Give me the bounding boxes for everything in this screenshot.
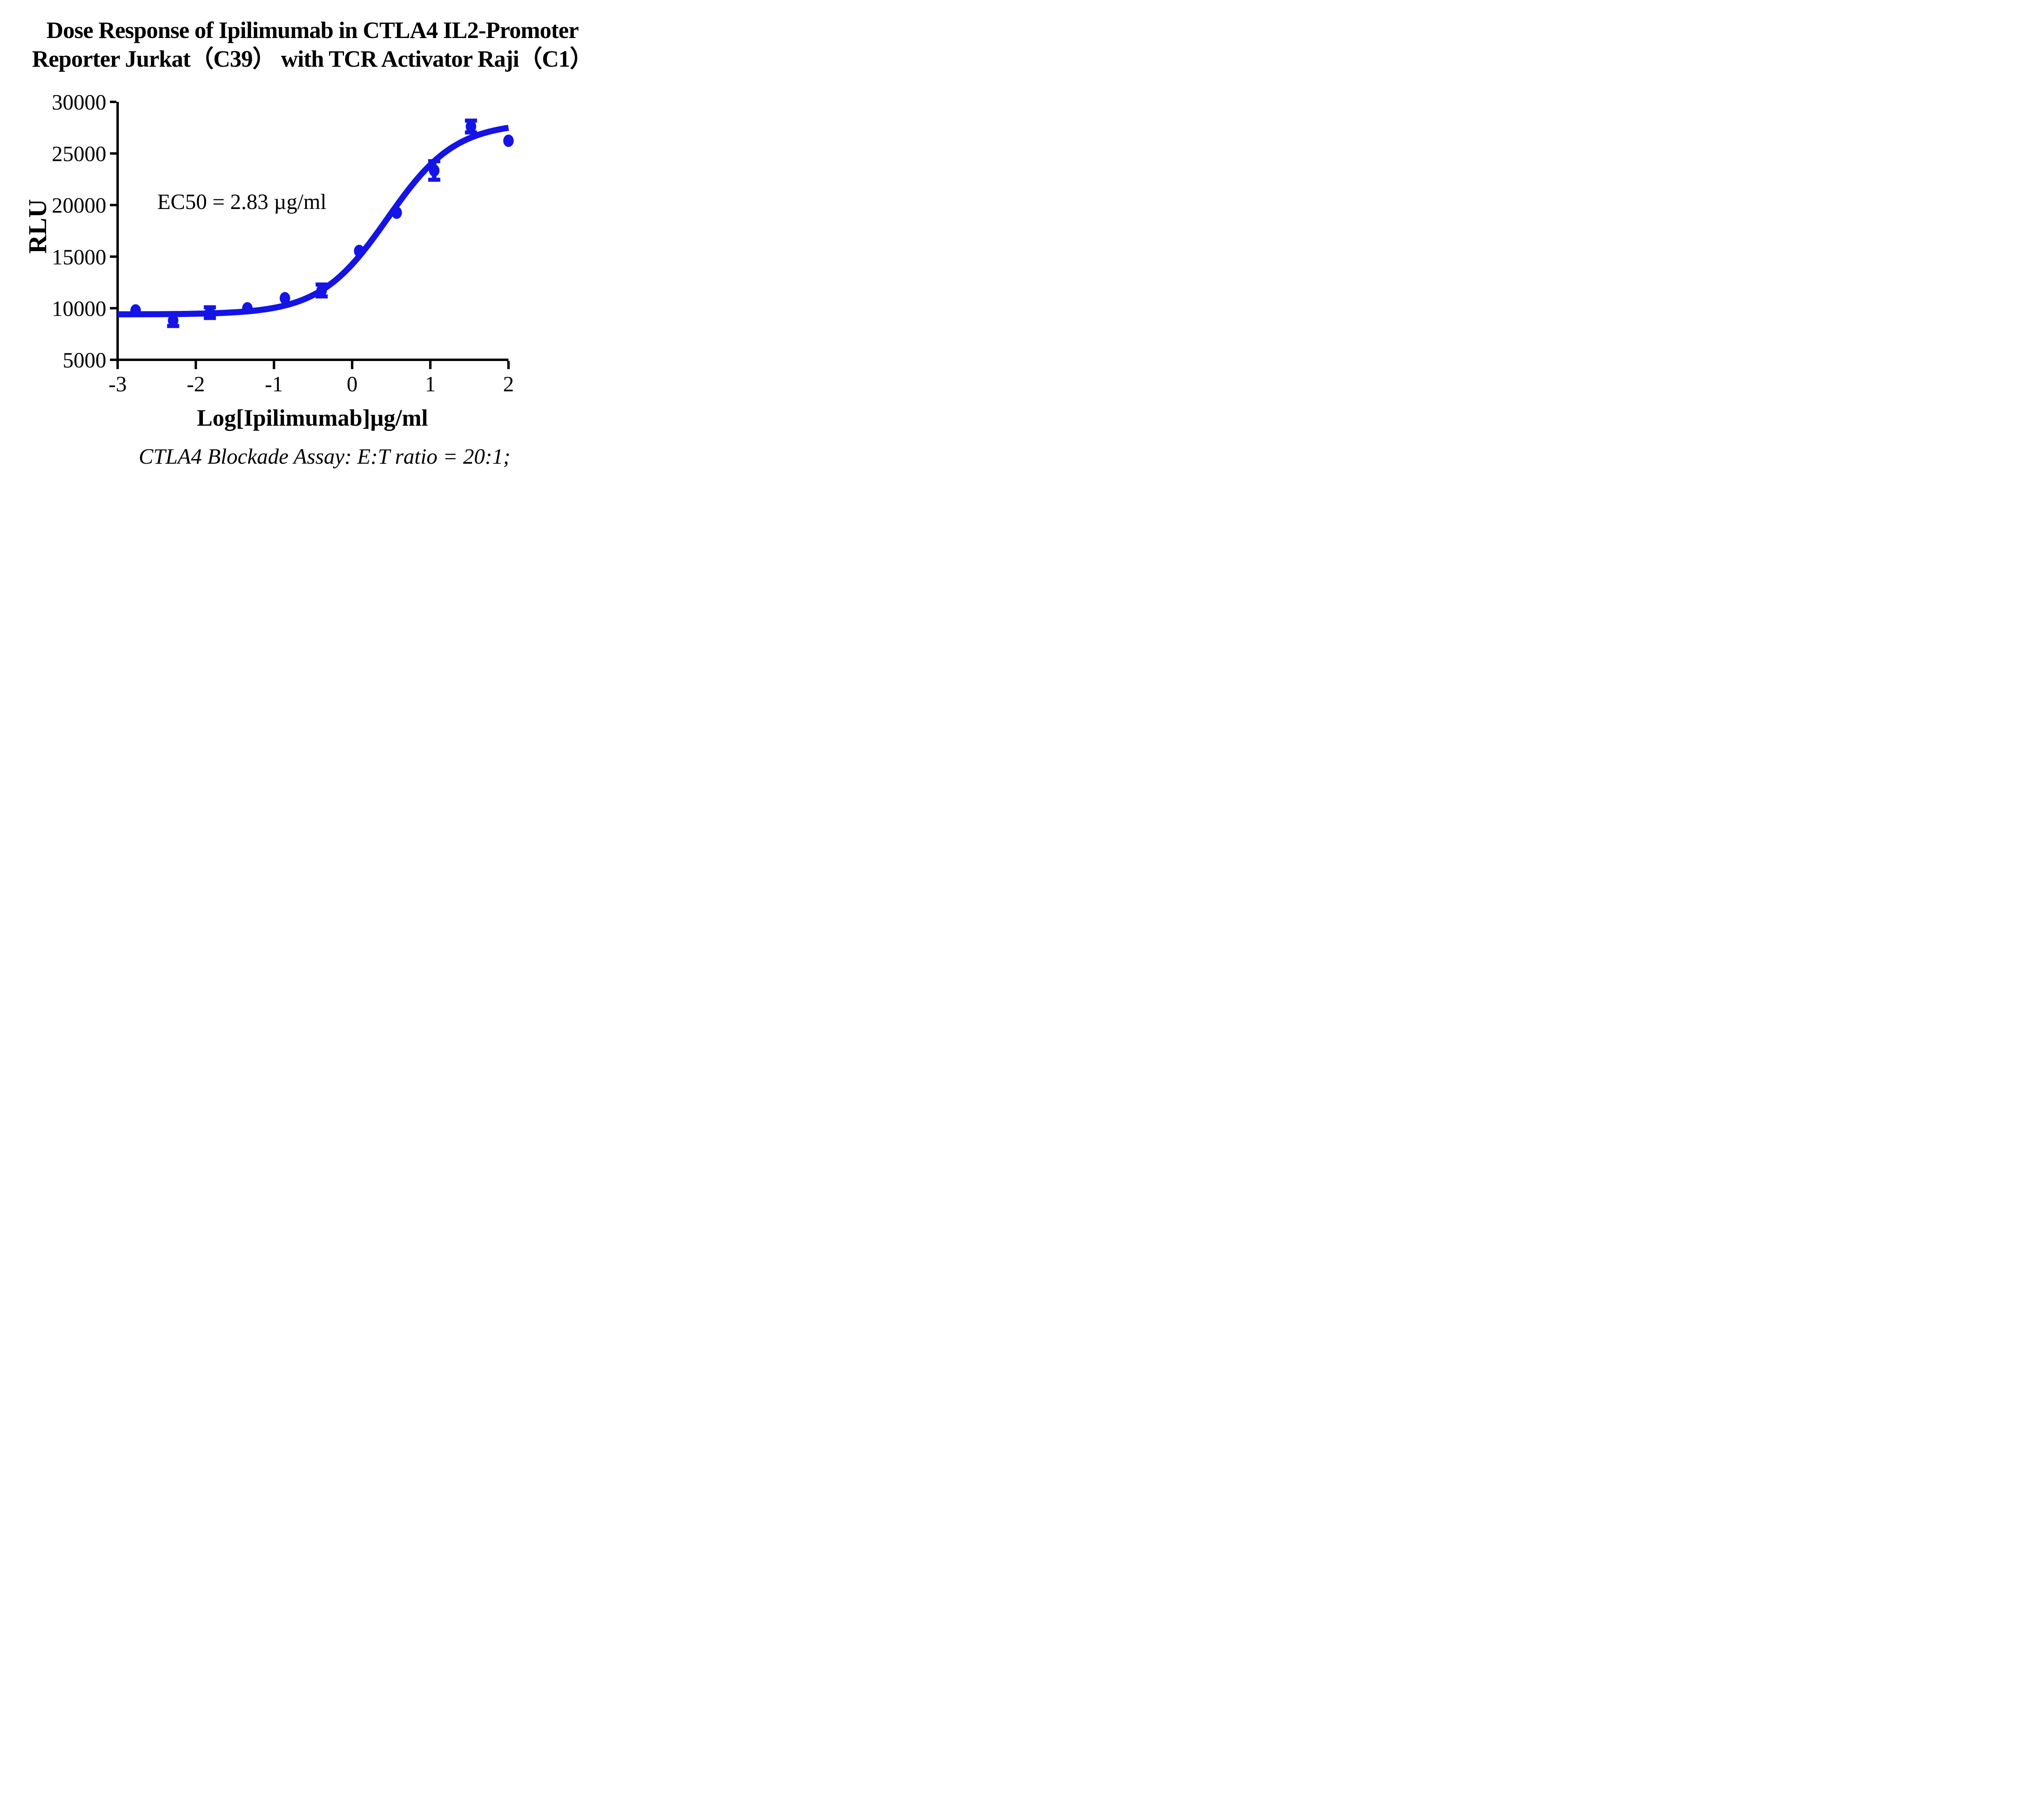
x-tick-label: 1 [425,372,436,396]
data-point-marker [279,292,290,304]
chart-title: Dose Response of Ipilimumab in CTLA4 IL2… [0,16,625,74]
x-tick-label: -2 [187,372,205,396]
y-tick-label: 10000 [52,296,106,321]
data-point-marker [429,164,440,177]
chart-title-line2: Reporter Jurkat（C39） with TCR Activator … [32,45,593,72]
data-point-marker [130,304,141,317]
data-point-marker [168,314,179,327]
y-tick-label: 30000 [52,90,106,114]
y-tick-label: 15000 [52,245,106,269]
x-tick-label: 0 [347,372,358,396]
ec50-annotation: EC50 = 2.83 µg/ml [157,190,327,214]
figure-caption: CTLA4 Blockade Assay: E:T ratio = 20:1; [139,444,511,469]
data-point-marker [242,302,253,315]
data-point-marker [205,306,215,319]
x-axis-label: Log[Ipilimumab]µg/ml [197,405,428,431]
axis-frame [116,102,508,361]
data-point-marker [391,206,402,219]
fit-curve [116,125,510,317]
chart-title-line1: Dose Response of Ipilimumab in CTLA4 IL2… [46,17,579,43]
y-tick-label: 25000 [52,142,106,166]
figure-page: { "chart_data": { "type": "scatter", "ti… [0,0,625,485]
x-tick-label: -1 [265,372,283,396]
plot-area: -3 -2 -1 0 1 2 30000 25000 20000 15000 10000 5000 [52,90,514,396]
data-point-marker [466,120,477,133]
y-tick-label: 20000 [52,193,106,217]
x-tick-label: -3 [109,372,127,396]
data-point-marker [354,245,365,258]
data-point-marker [316,284,327,297]
y-tick-label: 5000 [63,348,106,372]
x-tick-label: 2 [503,372,514,396]
data-point-marker [503,134,514,147]
